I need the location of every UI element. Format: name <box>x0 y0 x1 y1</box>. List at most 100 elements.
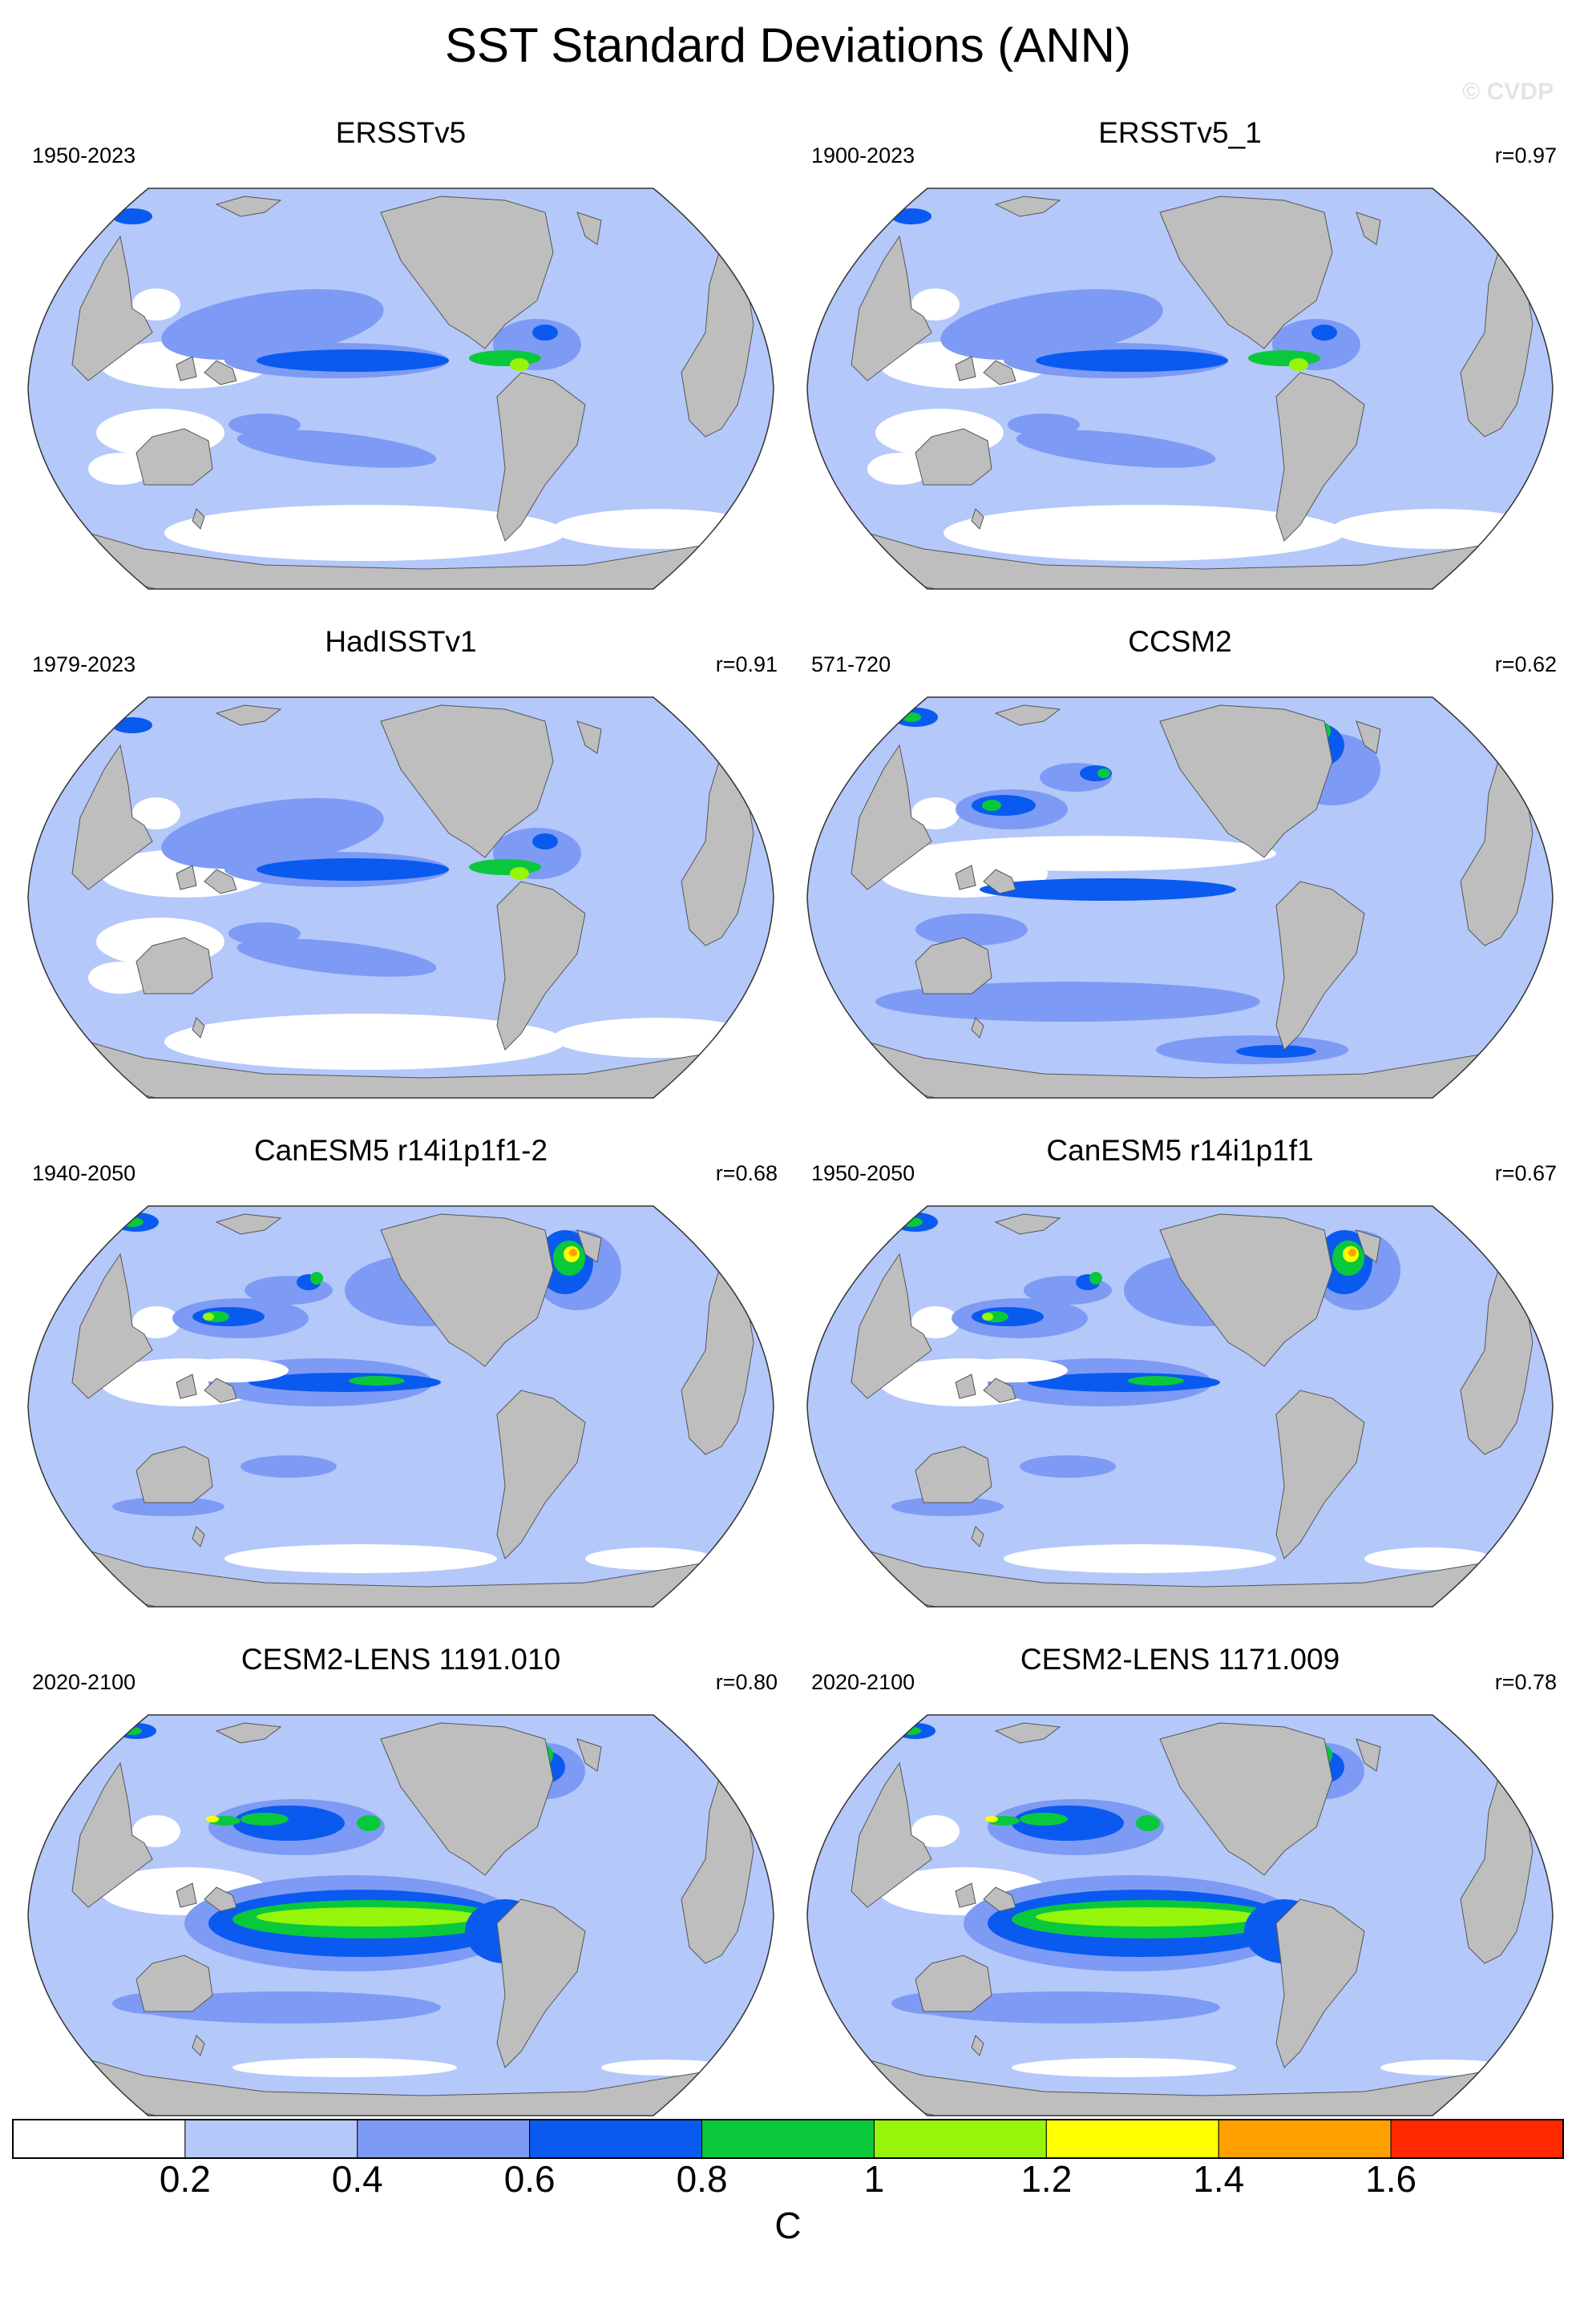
sst-map <box>806 696 1554 1099</box>
sst-contour-region <box>1020 1455 1116 1478</box>
panel-period: 1950-2050 <box>811 1161 915 1185</box>
land-mass <box>380 704 554 858</box>
land-mass <box>176 356 197 381</box>
colorbar-tick-label: 0.4 <box>332 2158 383 2200</box>
map-panel: CanESM5 r14i1p1f1 1950-2050 r=0.67 <box>803 1134 1557 1639</box>
land-mass <box>955 356 976 381</box>
panel-title: CESM2-LENS 1171.009 <box>1020 1643 1340 1676</box>
land-mass <box>215 1722 282 1744</box>
sst-contour-region <box>1097 769 1110 778</box>
colorbar-tick-label: 1 <box>864 2158 885 2200</box>
land-mass <box>192 1017 205 1039</box>
sst-contour-region <box>310 1272 323 1285</box>
sst-contour-region <box>1020 1813 1068 1826</box>
sst-contour-region <box>1380 2060 1509 2076</box>
panel-correlation: r=0.67 <box>1494 1161 1557 1185</box>
sst-contour-region <box>510 358 529 371</box>
sst-contour-region <box>1128 1376 1184 1386</box>
sst-contour-region <box>915 914 1028 946</box>
land-mass <box>971 1526 984 1547</box>
land-mass <box>380 1722 554 1876</box>
land-mass <box>71 744 153 890</box>
sst-contour-region <box>900 1217 923 1227</box>
sst-contour-region <box>1008 414 1080 436</box>
land-mass <box>851 1253 932 1399</box>
sst-map <box>27 1714 774 2116</box>
land-mass <box>983 1886 1016 1912</box>
sst-contour-region <box>911 797 960 829</box>
map-panel: ERSSTv5_1 1900-2023 r=0.97 <box>803 116 1557 621</box>
sst-contour-region <box>1311 325 1337 341</box>
sst-contour-region <box>88 453 152 485</box>
sst-contour-region <box>1136 1815 1160 1831</box>
land-mass <box>576 720 602 754</box>
colorbar-tick-label: 0.6 <box>504 2158 556 2200</box>
sst-contour-region <box>132 288 180 321</box>
land-mass <box>971 1017 984 1039</box>
colorbar-swatch <box>184 2119 358 2159</box>
sst-contour-region <box>569 1249 577 1257</box>
sst-contour-region <box>257 858 449 881</box>
land-mass <box>204 869 237 894</box>
colorbar-tick-label: 1.4 <box>1193 2158 1244 2200</box>
panel-period: 2020-2100 <box>811 1670 915 1694</box>
sst-contour-region <box>553 509 762 549</box>
land-mass <box>994 1722 1061 1744</box>
land-mass <box>576 1229 602 1263</box>
panel-period: 1940-2050 <box>32 1161 136 1185</box>
panel-correlation: r=0.62 <box>1494 652 1557 676</box>
land-mass <box>681 243 754 438</box>
colorbar-tick-label: 1.2 <box>1020 2158 1072 2200</box>
land-mass <box>1159 196 1333 349</box>
sst-contour-region <box>257 1907 481 1927</box>
sst-contour-region <box>891 1497 1004 1516</box>
sst-contour-region <box>532 833 558 849</box>
panel-title: HadISSTv1 <box>325 625 477 658</box>
sst-contour-region <box>601 2060 729 2076</box>
colorbar: 0.2 0.4 0.6 0.8 1 1.2 1.4 1.6 C <box>12 2119 1564 2246</box>
sst-contour-region <box>132 1306 180 1338</box>
land-mass <box>71 235 153 381</box>
sst-contour-region <box>240 1813 289 1826</box>
land-mass <box>1356 212 1381 245</box>
land-mass <box>496 372 586 542</box>
land-mass <box>915 1446 992 1503</box>
sst-contour-region <box>1012 2058 1236 2077</box>
panel-title: CanESM5 r14i1p1f1 <box>1046 1134 1314 1167</box>
sst-contour-region <box>1089 1272 1102 1285</box>
land-mass <box>1460 243 1534 438</box>
sst-contour-region <box>911 1815 960 1847</box>
land-mass <box>380 196 554 349</box>
map-panel: ERSSTv5 1950-2023 <box>24 116 778 621</box>
panel-period: 1979-2023 <box>32 652 136 676</box>
colorbar-swatch <box>873 2119 1047 2159</box>
sst-map <box>27 1205 774 1608</box>
land-mass <box>955 1882 976 1908</box>
sst-contour-region <box>585 1547 713 1570</box>
sst-contour-region <box>956 1358 1068 1382</box>
land-mass <box>576 212 602 245</box>
land-mass <box>983 869 1016 894</box>
land-mass <box>135 428 213 486</box>
sst-contour-region <box>553 1018 762 1058</box>
land-mass <box>681 752 754 946</box>
land-mass <box>1460 752 1534 946</box>
panel-title: ERSSTv5 <box>335 116 467 149</box>
sst-contour-region <box>132 1815 180 1847</box>
land-mass <box>496 881 586 1051</box>
land-mass <box>1460 1769 1534 1964</box>
sst-contour-region <box>911 1306 960 1338</box>
map-outline <box>806 696 1554 1099</box>
map-panel: CESM2-LENS 1191.010 2020-2100 r=0.80 <box>24 1643 778 2148</box>
sst-contour-region <box>1364 1547 1493 1570</box>
sst-contour-region <box>1289 358 1308 371</box>
land-mass <box>915 937 992 995</box>
sst-contour-region <box>224 1544 497 1573</box>
sst-map <box>806 1714 1554 2116</box>
land-mass <box>71 1253 153 1399</box>
colorbar-swatch <box>357 2119 531 2159</box>
land-mass <box>915 428 992 486</box>
sst-contour-region <box>257 349 449 372</box>
colorbar-swatch <box>529 2119 703 2159</box>
cvdp-watermark: © CVDP <box>1462 79 1554 105</box>
